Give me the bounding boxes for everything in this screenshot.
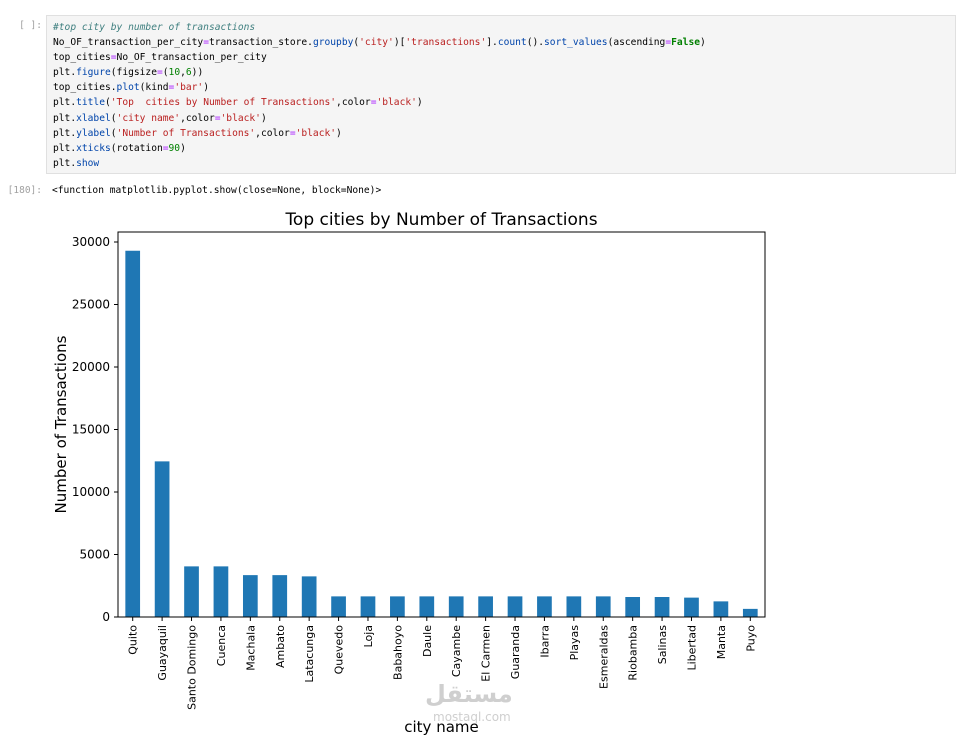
y-tick-label: 30000 (72, 235, 110, 249)
x-tick-label: Babahoyo (391, 625, 404, 680)
bar-riobamba (625, 597, 641, 617)
code-line: top_cities.plot(kind='bar') (53, 82, 209, 94)
bar-quito (125, 250, 141, 617)
bar-cuenca (213, 566, 229, 617)
code-line: top_cities=No_OF_transaction_per_city (53, 52, 267, 64)
x-axis-label: city name (404, 718, 478, 736)
x-tick-label: Guayaquil (156, 625, 169, 681)
watermark: مستقل mostaql.com (425, 680, 513, 724)
y-tick-label: 20000 (72, 360, 110, 374)
x-tick-label: Puyo (744, 625, 757, 652)
chart-title: Top cities by Number of Transactions (284, 210, 597, 230)
y-tick-label: 10000 (72, 485, 110, 499)
bar-babahoyo (390, 596, 405, 617)
bar-quevedo (331, 596, 346, 617)
watermark-arabic: مستقل (425, 680, 513, 708)
y-axis-label: Number of Transactions (52, 335, 70, 513)
bar-libertad (684, 597, 699, 617)
code-cell[interactable]: #top city by number of transactions No_OF… (46, 15, 956, 174)
output-prompt: [180]: (7, 185, 42, 196)
code-line: plt.figure(figsize=(10,6)) (53, 67, 204, 79)
bar-playas (566, 596, 582, 617)
x-tick-label: Playas (568, 625, 581, 661)
x-tick-label: Ambato (274, 625, 287, 668)
bar-guaranda (507, 596, 523, 617)
bar-daule (419, 596, 435, 617)
bar-salinas (654, 597, 670, 617)
code-line: No_OF_transaction_per_city=transaction_s… (53, 37, 706, 49)
x-tick-label: Guaranda (509, 625, 522, 679)
x-tick-label: Salinas (656, 625, 669, 665)
y-tick-label: 0 (102, 610, 110, 624)
code-line: plt.xlabel('city name',color='black') (53, 112, 267, 124)
watermark-latin: mostaql.com (433, 710, 511, 724)
bar-chart: Top cities by Number of Transactions 0 500… (52, 210, 766, 736)
x-tick-label: Daule (421, 625, 434, 657)
x-tick-label: Santo Domingo (186, 625, 199, 710)
x-tick-label: Loja (362, 625, 375, 647)
bar-puyo (742, 608, 758, 617)
x-tick-label: Cayambe (450, 625, 463, 677)
input-prompt: [ ]: (19, 20, 42, 31)
bar-el-carmen (478, 596, 493, 617)
x-tick-label: Quevedo (333, 625, 346, 675)
bar-santo-domingo (184, 566, 199, 617)
x-tick-label: El Carmen (480, 625, 493, 682)
bar-machala (242, 575, 258, 617)
code-line: plt.ylabel('Number of Transactions',colo… (53, 127, 342, 139)
code-line: plt.show (53, 157, 100, 169)
x-tick-label: Riobamba (627, 625, 640, 681)
output-text: <function matplotlib.pyplot.show(close=N… (52, 185, 382, 196)
x-tick-label: Quito (127, 625, 140, 655)
code-editor[interactable]: #top city by number of transactions No_OF… (53, 20, 706, 171)
code-line: #top city by number of transactions (53, 22, 256, 33)
y-tick-label: 5000 (79, 548, 110, 562)
x-tick-label: Cuenca (215, 625, 228, 666)
bar-manta (713, 601, 729, 617)
bar-cayambe (448, 596, 464, 617)
x-tick-label: Esmeraldas (597, 625, 610, 689)
bar-guayaquil (154, 461, 170, 617)
y-tick-label: 25000 (72, 298, 110, 312)
x-tick-label: Ibarra (538, 625, 551, 658)
x-tick-label: Libertad (685, 625, 698, 671)
code-line: plt.title('Top cities by Number of Trans… (53, 97, 423, 109)
code-line: plt.xticks(rotation=90) (53, 142, 186, 154)
bar-esmeraldas (595, 596, 611, 617)
bar-latacunga (301, 576, 317, 617)
x-tick-label: Latacunga (303, 625, 316, 683)
bar-ibarra (537, 596, 552, 617)
y-tick-label: 15000 (72, 423, 110, 437)
x-tick-label: Machala (244, 625, 257, 671)
bar-ambato (272, 575, 288, 617)
plot-frame (117, 231, 766, 618)
bar-loja (360, 596, 376, 617)
x-tick-label: Manta (715, 625, 728, 659)
